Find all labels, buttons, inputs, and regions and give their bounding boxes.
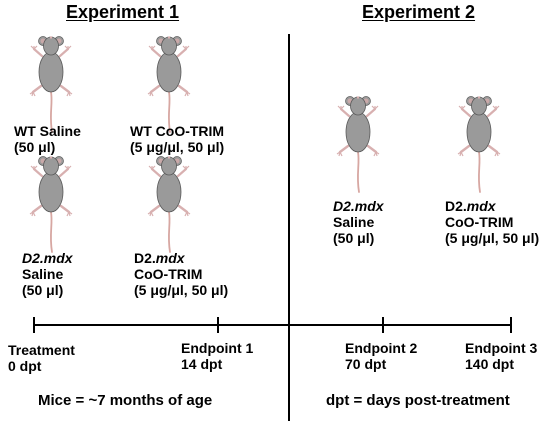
mouse-icon: [146, 154, 192, 254]
mouse-icon: [335, 94, 381, 194]
mouse-icon: [146, 34, 192, 134]
timeline-label-endpoint1: Endpoint 1 14 dpt: [181, 340, 254, 372]
timeline-tick: [33, 317, 35, 333]
timeline-tick: [382, 317, 384, 333]
timeline-label-endpoint2: Endpoint 2 70 dpt: [345, 340, 418, 372]
footer-dpt-definition: dpt = days post-treatment: [326, 392, 510, 409]
group-label-wt-cootrim: WT CoO-TRIM (5 μg/μl, 50 μl): [130, 123, 225, 155]
group-label-d2mdx-cootrim: D2.mdx CoO-TRIM (5 μg/μl, 50 μl): [134, 250, 229, 298]
experiment1-title: Experiment 1: [66, 2, 180, 22]
timeline-tick: [510, 317, 512, 333]
timeline-label-endpoint3: Endpoint 3 140 dpt: [465, 340, 538, 372]
timeline-axis: [34, 324, 512, 326]
timeline-label-treatment: Treatment 0 dpt: [8, 342, 75, 374]
group-label-exp2-d2mdx-cootrim: D2.mdx CoO-TRIM (5 μg/μl, 50 μl): [445, 198, 540, 246]
mouse-icon: [456, 94, 502, 194]
group-label-d2mdx-saline: D2.mdx Saline (50 μl): [22, 250, 73, 298]
timeline-tick: [217, 317, 219, 333]
group-label-wt-saline: WT Saline (50 μl): [14, 123, 81, 155]
mouse-icon: [28, 34, 74, 134]
experiment-divider: [288, 34, 290, 421]
experiment2-title: Experiment 2: [362, 2, 476, 22]
group-label-exp2-d2mdx-saline: D2.mdx Saline (50 μl): [333, 198, 384, 246]
footer-age-note: Mice = ~7 months of age: [38, 392, 213, 409]
mouse-icon: [28, 154, 74, 254]
